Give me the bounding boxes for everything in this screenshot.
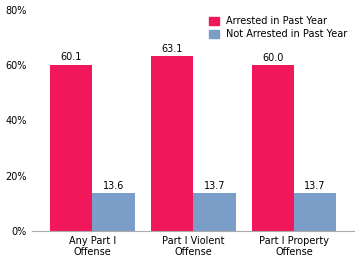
Bar [252, 65, 294, 231]
Text: 60.1: 60.1 [60, 52, 82, 62]
Bar [294, 193, 336, 231]
Bar [50, 65, 93, 231]
Text: 13.7: 13.7 [305, 181, 326, 191]
Text: 60.0: 60.0 [262, 53, 283, 63]
Bar [193, 193, 235, 231]
Bar [93, 193, 135, 231]
Legend: Arrested in Past Year, Not Arrested in Past Year: Arrested in Past Year, Not Arrested in P… [207, 14, 350, 41]
Bar [151, 56, 193, 231]
Text: 13.6: 13.6 [103, 181, 124, 191]
Text: 63.1: 63.1 [161, 44, 183, 54]
Text: 13.7: 13.7 [204, 181, 225, 191]
